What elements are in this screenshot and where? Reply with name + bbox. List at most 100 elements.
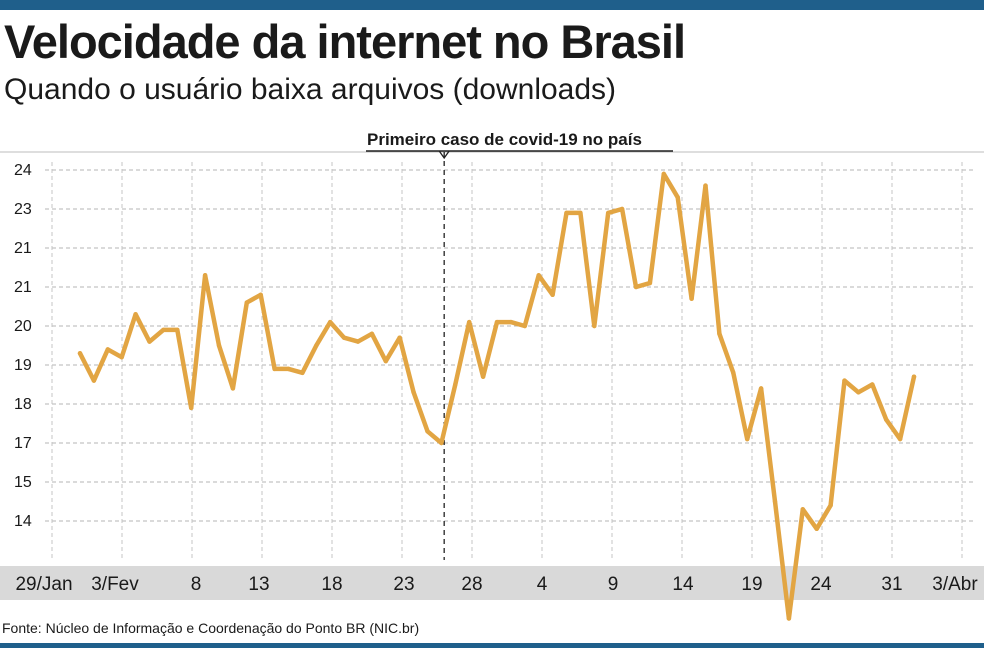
data-point xyxy=(202,273,208,278)
y-tick-label: 23 xyxy=(14,201,32,218)
x-axis-labels: 29/Jan 3/Fev 8 13 18 23 28 4 9 14 19 24 31 3/Abr xyxy=(15,574,978,595)
source-note: Fonte: Núcleo de Informação e Coordenaçã… xyxy=(2,620,420,636)
data-point xyxy=(383,358,388,364)
data-point xyxy=(119,355,124,360)
data-point xyxy=(411,390,416,395)
data-point xyxy=(467,319,472,325)
data-point xyxy=(494,319,500,325)
data-point xyxy=(870,382,875,387)
data-point xyxy=(425,429,430,434)
data-point xyxy=(800,507,805,512)
data-point xyxy=(884,417,889,422)
data-point xyxy=(592,323,597,329)
data-point xyxy=(786,616,792,621)
series-layer xyxy=(77,171,917,621)
x-tick-label: 23 xyxy=(393,574,414,595)
x-tick-label: 3/Abr xyxy=(932,574,978,595)
data-point xyxy=(216,343,222,348)
x-axis-band xyxy=(0,566,984,600)
data-point xyxy=(244,300,249,305)
data-point xyxy=(230,386,236,391)
data-point xyxy=(661,171,666,177)
data-point xyxy=(536,273,541,278)
data-point xyxy=(703,183,708,188)
y-tick-label: 24 xyxy=(14,162,32,179)
data-point xyxy=(564,210,569,216)
data-point xyxy=(814,526,819,531)
data-point xyxy=(745,436,750,442)
x-tick-label: 18 xyxy=(321,574,342,595)
data-point xyxy=(842,378,847,383)
data-point xyxy=(647,280,653,286)
data-point xyxy=(911,374,917,379)
series-line xyxy=(77,171,917,621)
y-axis-labels: 24 23 21 21 20 19 18 17 15 14 13 xyxy=(14,0,32,530)
x-tick-label: 9 xyxy=(608,574,619,595)
x-tick-label: 29/Jan xyxy=(15,574,72,595)
data-point xyxy=(161,327,166,333)
y-tick-label: 15 xyxy=(14,474,32,491)
chart-title: Velocidade da internet no Brasil xyxy=(4,15,686,68)
x-tick-label: 31 xyxy=(881,574,902,595)
x-tick-label: 8 xyxy=(191,574,202,595)
data-point xyxy=(189,405,194,411)
data-point xyxy=(300,370,305,375)
data-point xyxy=(675,195,680,200)
data-point xyxy=(355,339,361,344)
x-tick-label: 19 xyxy=(741,574,762,595)
y-tick-label: 19 xyxy=(14,357,32,374)
data-point xyxy=(175,327,180,333)
data-point xyxy=(258,292,263,297)
data-point xyxy=(77,351,83,356)
x-tick-label: 24 xyxy=(810,574,832,595)
data-point xyxy=(717,331,722,336)
data-point xyxy=(758,386,764,391)
y-tick-label: 20 xyxy=(14,318,32,335)
data-point xyxy=(731,370,736,375)
y-tick-label: 13 xyxy=(14,0,32,4)
data-point xyxy=(856,390,861,395)
data-point xyxy=(369,331,375,336)
data-point xyxy=(897,436,903,442)
y-tick-label: 21 xyxy=(14,279,32,296)
x-tick-label: 28 xyxy=(461,574,482,595)
y-tick-label: 17 xyxy=(14,435,32,452)
data-point xyxy=(480,374,486,379)
data-point xyxy=(439,440,444,446)
data-point xyxy=(105,347,111,352)
data-point xyxy=(619,206,625,212)
data-point xyxy=(272,366,277,372)
data-point xyxy=(828,503,833,508)
data-point xyxy=(314,343,319,348)
data-point xyxy=(286,366,291,372)
data-point xyxy=(772,499,778,504)
bottom-accent-bar xyxy=(0,643,984,648)
top-accent-bar xyxy=(0,0,984,10)
data-point xyxy=(328,319,333,325)
data-point xyxy=(397,335,402,340)
data-point xyxy=(606,210,611,216)
data-point xyxy=(522,323,527,329)
data-point xyxy=(147,339,152,344)
chart-subtitle: Quando o usuário baixa arquivos (downloa… xyxy=(4,73,617,106)
x-tick-label: 13 xyxy=(248,574,269,595)
covid-annotation: Primeiro caso de covid-19 no país xyxy=(366,130,673,560)
x-tick-label: 14 xyxy=(672,574,694,595)
y-tick-label: 18 xyxy=(14,396,32,413)
data-point xyxy=(633,284,639,290)
x-tick-label: 4 xyxy=(537,574,548,595)
y-tick-label: 14 xyxy=(14,513,32,530)
data-point xyxy=(508,319,514,325)
y-tick-label: 21 xyxy=(14,240,32,257)
data-point xyxy=(453,382,458,387)
annotation-pointer xyxy=(438,150,450,160)
data-point xyxy=(578,210,583,216)
data-point xyxy=(689,296,694,301)
x-tick-label: 3/Fev xyxy=(91,574,139,595)
data-point xyxy=(133,312,138,317)
data-point xyxy=(550,292,555,297)
data-point xyxy=(341,335,347,340)
data-point xyxy=(91,378,97,383)
annotation-label: Primeiro caso de covid-19 no país xyxy=(367,130,642,149)
